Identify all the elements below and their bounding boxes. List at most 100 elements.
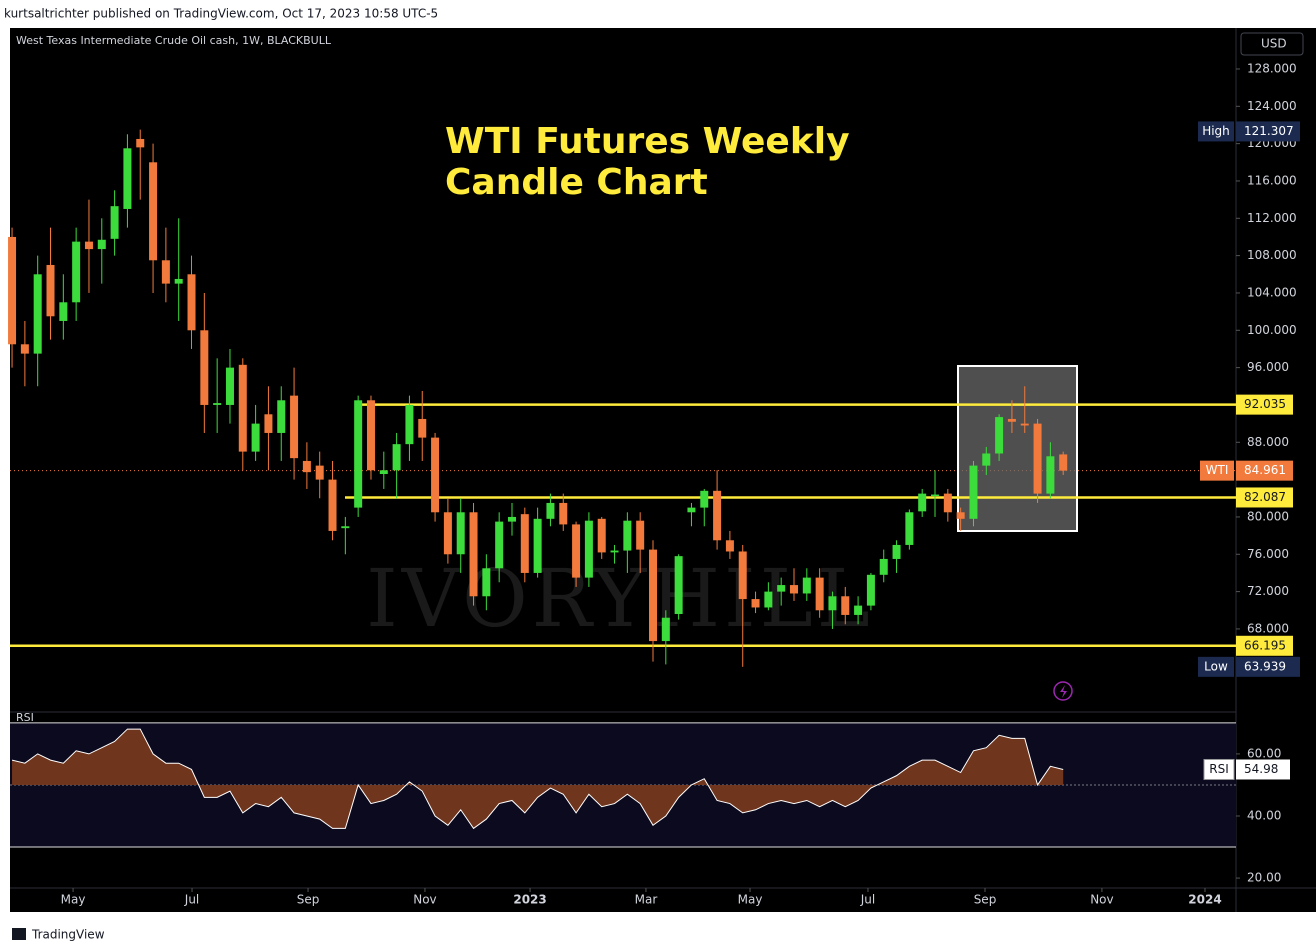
candle-body — [1020, 423, 1029, 426]
candle-body — [97, 239, 106, 250]
candle-body — [33, 274, 42, 354]
candle-body — [546, 502, 555, 519]
candle-body — [995, 417, 1004, 454]
candle-body — [700, 490, 709, 508]
rsi-tick-label: 60.00 — [1247, 746, 1281, 760]
candle-body — [123, 148, 132, 209]
x-tick-label: Sep — [974, 893, 997, 907]
candle-body — [354, 400, 363, 508]
title-line: Candle Chart — [445, 162, 708, 203]
candle-body — [238, 364, 247, 452]
candle-body — [302, 460, 311, 473]
candle-body — [648, 549, 657, 642]
range-value-bg — [1236, 121, 1300, 142]
y-tick-label: 88.000 — [1247, 435, 1289, 449]
candle-body — [790, 585, 799, 594]
candle-body — [1033, 423, 1042, 494]
candle-body — [495, 521, 504, 569]
candle-body — [431, 437, 440, 513]
candle-body — [366, 400, 375, 471]
y-tick-label: 128.000 — [1247, 61, 1297, 75]
currency[interactable]: USD — [1261, 37, 1287, 51]
y-tick-label: 68.000 — [1247, 621, 1289, 635]
range-value-bg — [1236, 656, 1300, 677]
rsi-tick-label: 40.00 — [1247, 808, 1281, 822]
range-name-bg — [1198, 656, 1234, 677]
last-value: 84.961 — [1244, 463, 1286, 477]
candle-body — [315, 465, 324, 480]
footer: TradingView — [31, 928, 105, 942]
candle-body — [418, 418, 427, 438]
x-tick-label: Jul — [860, 893, 875, 907]
candle-body — [84, 241, 93, 250]
candle-body — [559, 502, 568, 525]
candle-body — [341, 526, 350, 529]
logo — [12, 928, 26, 940]
candle-body — [610, 550, 619, 553]
candle-body — [828, 596, 837, 611]
x-tick-label: May — [61, 893, 86, 907]
level-label: 92.035 — [1244, 397, 1286, 411]
x-tick-label: 2024 — [1188, 893, 1221, 907]
candle-body — [443, 512, 452, 555]
candle-body — [815, 577, 824, 611]
alert-icon[interactable] — [1053, 681, 1073, 701]
candle-body — [187, 274, 196, 331]
candle-body — [674, 556, 683, 615]
level-label-bg — [1236, 487, 1293, 508]
y-tick-label: 96.000 — [1247, 360, 1289, 374]
candle-body — [174, 278, 183, 284]
candle-body — [72, 241, 81, 303]
candle-body — [905, 512, 914, 545]
candle-body — [636, 520, 645, 550]
candle-body — [200, 330, 209, 405]
candle-body — [1046, 456, 1055, 494]
rsi-title: RSI — [16, 711, 34, 724]
x-tick-label: Nov — [413, 893, 436, 907]
x-tick-label: Sep — [297, 893, 320, 907]
rsi-line — [11, 728, 1064, 830]
candle-body — [161, 260, 170, 284]
candle-body — [725, 540, 734, 552]
candle-body — [264, 414, 273, 433]
rsi-tick-label: 20.00 — [1247, 871, 1281, 885]
currency-button[interactable] — [1240, 32, 1304, 56]
y-tick-label: 124.000 — [1247, 99, 1297, 113]
candle-body — [969, 465, 978, 519]
candle-body — [507, 516, 516, 522]
y-tick-label: 104.000 — [1247, 285, 1297, 299]
candle-body — [982, 453, 991, 466]
candle-body — [136, 138, 145, 148]
candle-body — [687, 507, 696, 513]
alert-bolt[interactable] — [1060, 685, 1067, 698]
candle-body — [738, 551, 747, 600]
candle-body — [392, 444, 401, 471]
range-name-bg — [1198, 121, 1234, 142]
candle-body — [533, 518, 542, 573]
candle-body — [918, 493, 927, 512]
candle-body — [623, 520, 632, 551]
range-name: Low — [1204, 659, 1228, 673]
x-tick-label: Jul — [184, 893, 199, 907]
x-tick-label: Nov — [1090, 893, 1113, 907]
y-tick-label: 72.000 — [1247, 584, 1289, 598]
rsi-name: RSI — [1209, 762, 1229, 776]
candle-body — [20, 344, 29, 354]
level-label-bg — [1236, 394, 1293, 415]
header: kurtsaltrichter published on TradingView… — [4, 7, 438, 21]
range-name: High — [1202, 124, 1230, 138]
highlight-box — [957, 365, 1078, 532]
candle-body — [879, 558, 888, 575]
last-name: WTI — [1206, 463, 1229, 477]
level-label: 82.087 — [1244, 490, 1286, 504]
range-value: 63.939 — [1244, 659, 1286, 673]
candle-body — [405, 404, 414, 445]
candle-body — [1007, 418, 1016, 422]
x-tick-label: May — [738, 893, 763, 907]
candle-body — [584, 520, 593, 578]
candle-body — [46, 264, 55, 317]
x-tick-label: Mar — [635, 893, 658, 907]
candle-body — [8, 236, 17, 345]
candle-body — [956, 512, 965, 519]
